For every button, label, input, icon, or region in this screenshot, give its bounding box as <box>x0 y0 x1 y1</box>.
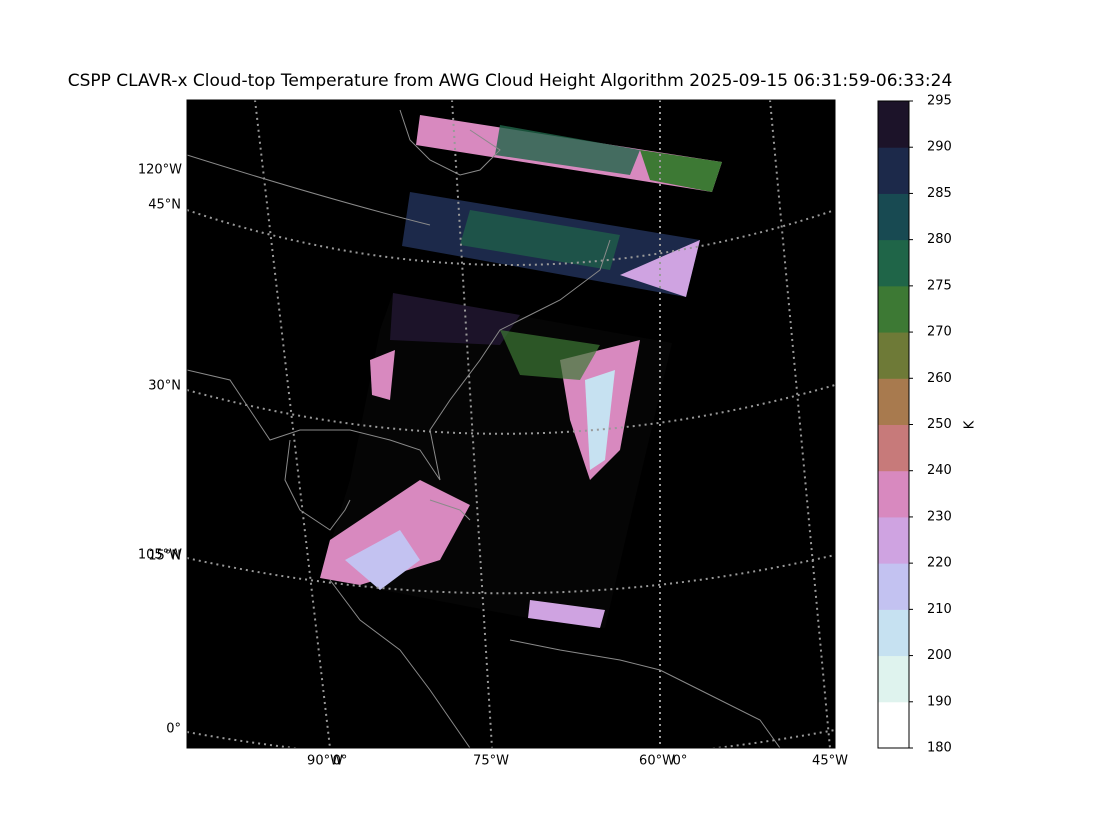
colorbar-label: K <box>963 420 978 429</box>
colorbar-segment <box>878 609 909 657</box>
swath-patch <box>460 210 620 270</box>
colorbar-segment <box>878 424 909 472</box>
map-label: 0° <box>673 754 688 769</box>
title: CSPP CLAVR-x Cloud-top Temperature from … <box>68 71 953 91</box>
map-label: 75°W <box>473 754 509 769</box>
colorbar-tick-label: 220 <box>927 556 952 571</box>
coastline <box>187 154 611 481</box>
coastline <box>399 109 501 176</box>
colorbar-segment <box>878 239 909 287</box>
map-label: 30°N <box>148 379 181 394</box>
colorbar-tick-label: 200 <box>927 648 952 663</box>
swath-patch <box>345 530 420 590</box>
map-label: 45°W <box>812 754 848 769</box>
meridian <box>254 100 331 748</box>
colorbar-tick-label: 260 <box>927 371 952 386</box>
colorbar: 180 190 200 210 220 230 240 250 260 270 275 280 285 2… <box>877 94 978 756</box>
colorbar-segment <box>878 101 909 148</box>
colorbar-segment <box>878 378 909 425</box>
map-label: 0° <box>166 722 181 737</box>
colorbar-segment <box>878 332 909 379</box>
colorbar-tick-label: 250 <box>927 417 952 432</box>
swath-patch <box>500 330 600 380</box>
colorbar-segment <box>878 193 909 241</box>
colorbar-segment <box>878 516 909 564</box>
map-label: 120°W <box>138 163 182 178</box>
parallel <box>187 209 835 266</box>
map <box>186 99 836 749</box>
colorbar-tick-label: 295 <box>927 94 952 109</box>
colorbar-tick-label: 280 <box>927 232 952 247</box>
parallel <box>187 729 835 748</box>
colorbar-segment <box>878 147 909 194</box>
colorbar-segment <box>878 655 909 703</box>
swath-patch <box>370 350 395 400</box>
map-label: 45°N <box>148 198 181 213</box>
colorbar-segment <box>878 470 909 518</box>
map-label: 60°W <box>639 754 675 769</box>
map-label: 15°N <box>148 549 181 564</box>
colorbar-tick-label: 230 <box>927 509 952 524</box>
swath-patch <box>390 293 520 345</box>
map-label: 105°W <box>138 548 182 563</box>
colorbar-tick-label: 180 <box>927 741 952 756</box>
map-frame <box>186 99 836 749</box>
colorbar-tick-label: 270 <box>927 325 952 340</box>
map-label: 0° <box>333 754 348 769</box>
colorbar-tick-label: 210 <box>927 602 952 617</box>
swath-patch <box>495 125 640 175</box>
colorbar-tick-label: 190 <box>927 694 952 709</box>
swath-patch <box>585 370 615 470</box>
meridian <box>451 100 493 748</box>
colorbar-tick-label: 275 <box>927 278 952 293</box>
colorbar-segment <box>878 563 909 610</box>
colorbar-segment <box>878 701 909 749</box>
map-label: 90°W <box>307 754 343 769</box>
coastline <box>284 439 781 748</box>
colorbar-segment <box>878 285 909 333</box>
colorbar-tick-label: 285 <box>927 186 952 201</box>
colorbar-tick-label: 290 <box>927 140 952 155</box>
swath-patch <box>528 600 605 628</box>
colorbar-tick-label: 240 <box>927 463 952 478</box>
meridian <box>769 100 831 748</box>
